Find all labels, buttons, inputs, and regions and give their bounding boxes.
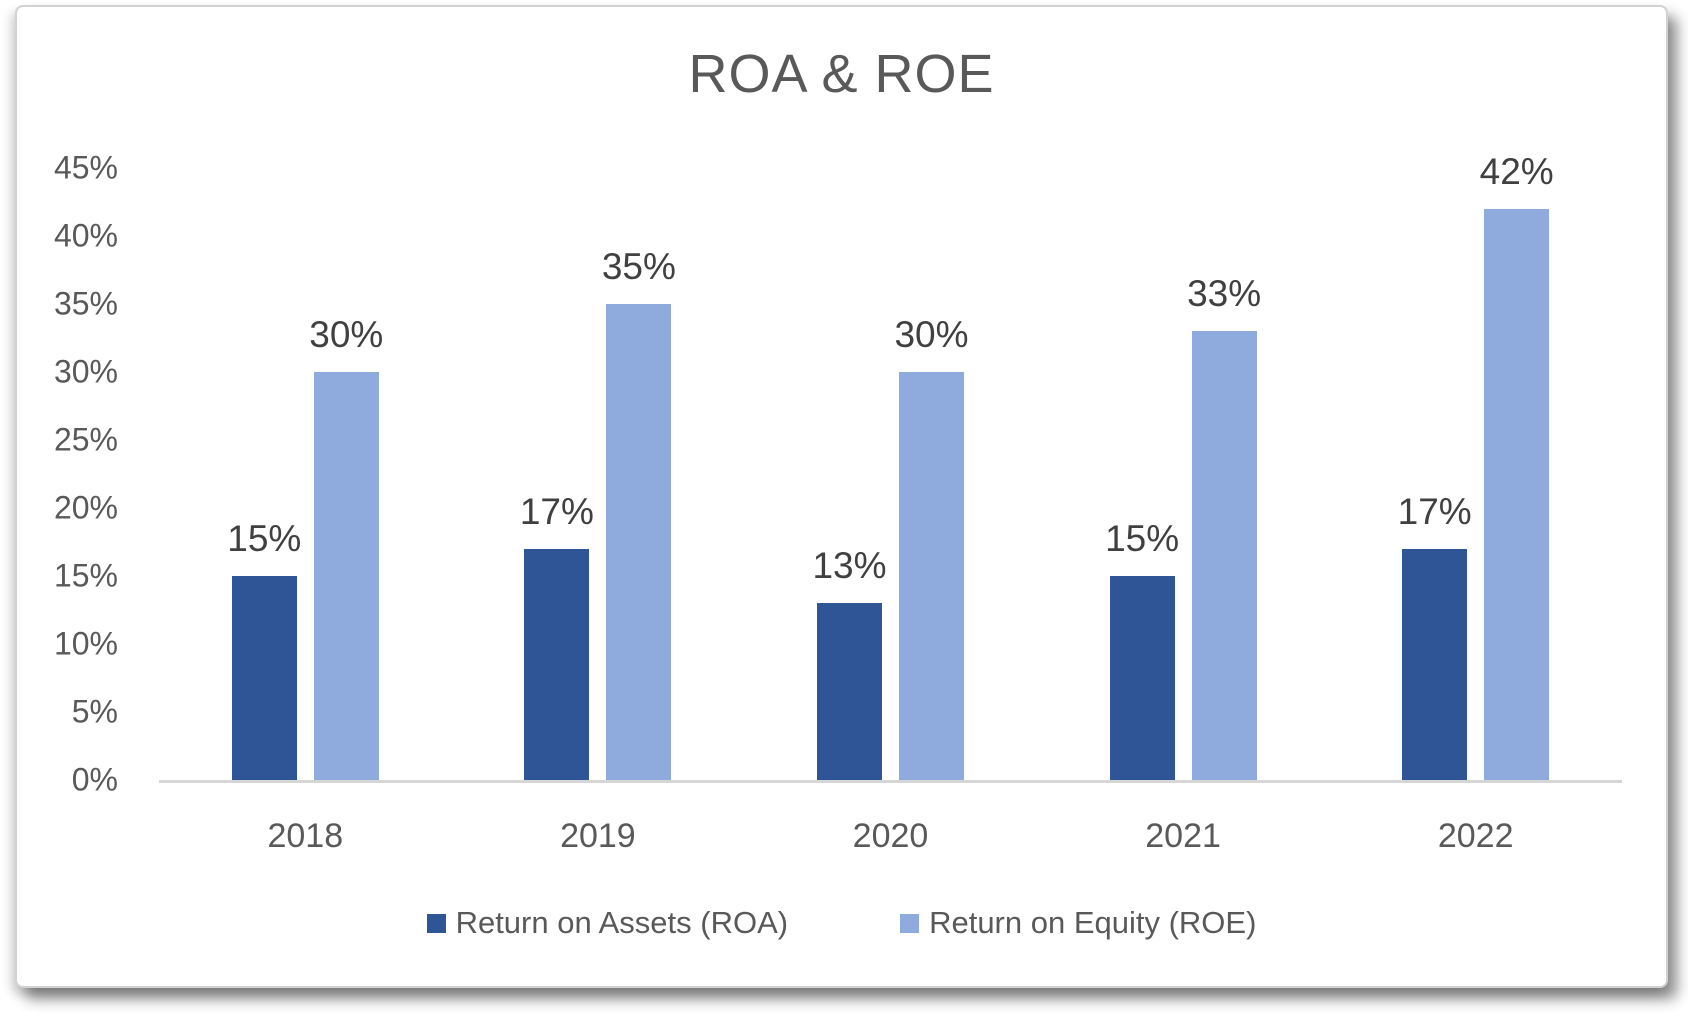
y-axis-tick-label: 35% [53,285,118,322]
y-axis-tick-label: 40% [53,217,118,254]
y-axis-tick-label: 15% [53,557,118,594]
chart-title: ROA & ROE [688,44,995,104]
bar-roe-2022 [1484,209,1550,780]
x-axis-tick-label: 2021 [1145,817,1221,855]
legend-swatch-roe [900,913,920,933]
data-label-roa-2022: 17% [1397,491,1472,532]
x-axis-line [159,780,1622,783]
y-axis-tick-label: 25% [53,421,118,458]
legend-entry-roe: Return on Equity (ROE) [900,905,1256,941]
bar-roe-2018 [313,372,379,780]
x-axis-tick-label: 2019 [560,817,636,855]
data-label-roe-2021: 33% [1187,273,1262,314]
data-label-roa-2021: 15% [1105,518,1180,559]
bar-roe-2020 [899,372,964,780]
bar-roe-2019 [606,304,672,780]
x-axis-tick-label: 2020 [852,817,929,855]
legend-entry-roa: Return on Assets (ROA) [426,905,789,941]
legend: Return on Assets (ROA) Return on Equity (… [17,905,1666,941]
x-axis-tick-label: 2022 [1437,817,1514,855]
data-label-roe-2018: 30% [309,314,384,355]
data-label-roa-2019: 17% [519,491,594,532]
data-label-roe-2019: 35% [601,246,676,287]
bar-roa-2020 [817,603,882,780]
data-label-roe-2022: 42% [1479,151,1554,192]
bar-roa-2022 [1402,549,1468,780]
data-label-roa-2018: 15% [227,518,302,559]
y-axis-tick-label: 10% [53,625,118,662]
legend-label-roa: Return on Assets (ROA) [455,905,789,940]
bar-roa-2018 [231,576,297,780]
legend-label-roe: Return on Equity (ROE) [929,905,1257,940]
y-axis-tick-label: 5% [71,693,118,730]
x-axis-tick-label: 2018 [267,817,344,855]
data-label-roa-2020: 13% [812,545,887,586]
bar-roa-2021 [1109,576,1175,780]
y-axis-tick-label: 20% [53,489,118,526]
plot-area: 15% 30% 17% 35% 13% 30% 15% 33% 17% 42% [159,151,1622,780]
y-axis-tick-label: 30% [53,353,118,390]
data-label-roe-2020: 30% [894,314,969,355]
y-axis-tick-label: 45% [53,149,118,186]
legend-swatch-roa [426,913,446,933]
bar-roa-2019 [524,549,590,780]
bar-roe-2021 [1191,331,1257,780]
chart-card: ROA & ROE 0% 5% 10% 15% 20% 25% 30% 35% 40% 45% 1… [15,5,1668,988]
y-axis-tick-label: 0% [71,761,118,798]
